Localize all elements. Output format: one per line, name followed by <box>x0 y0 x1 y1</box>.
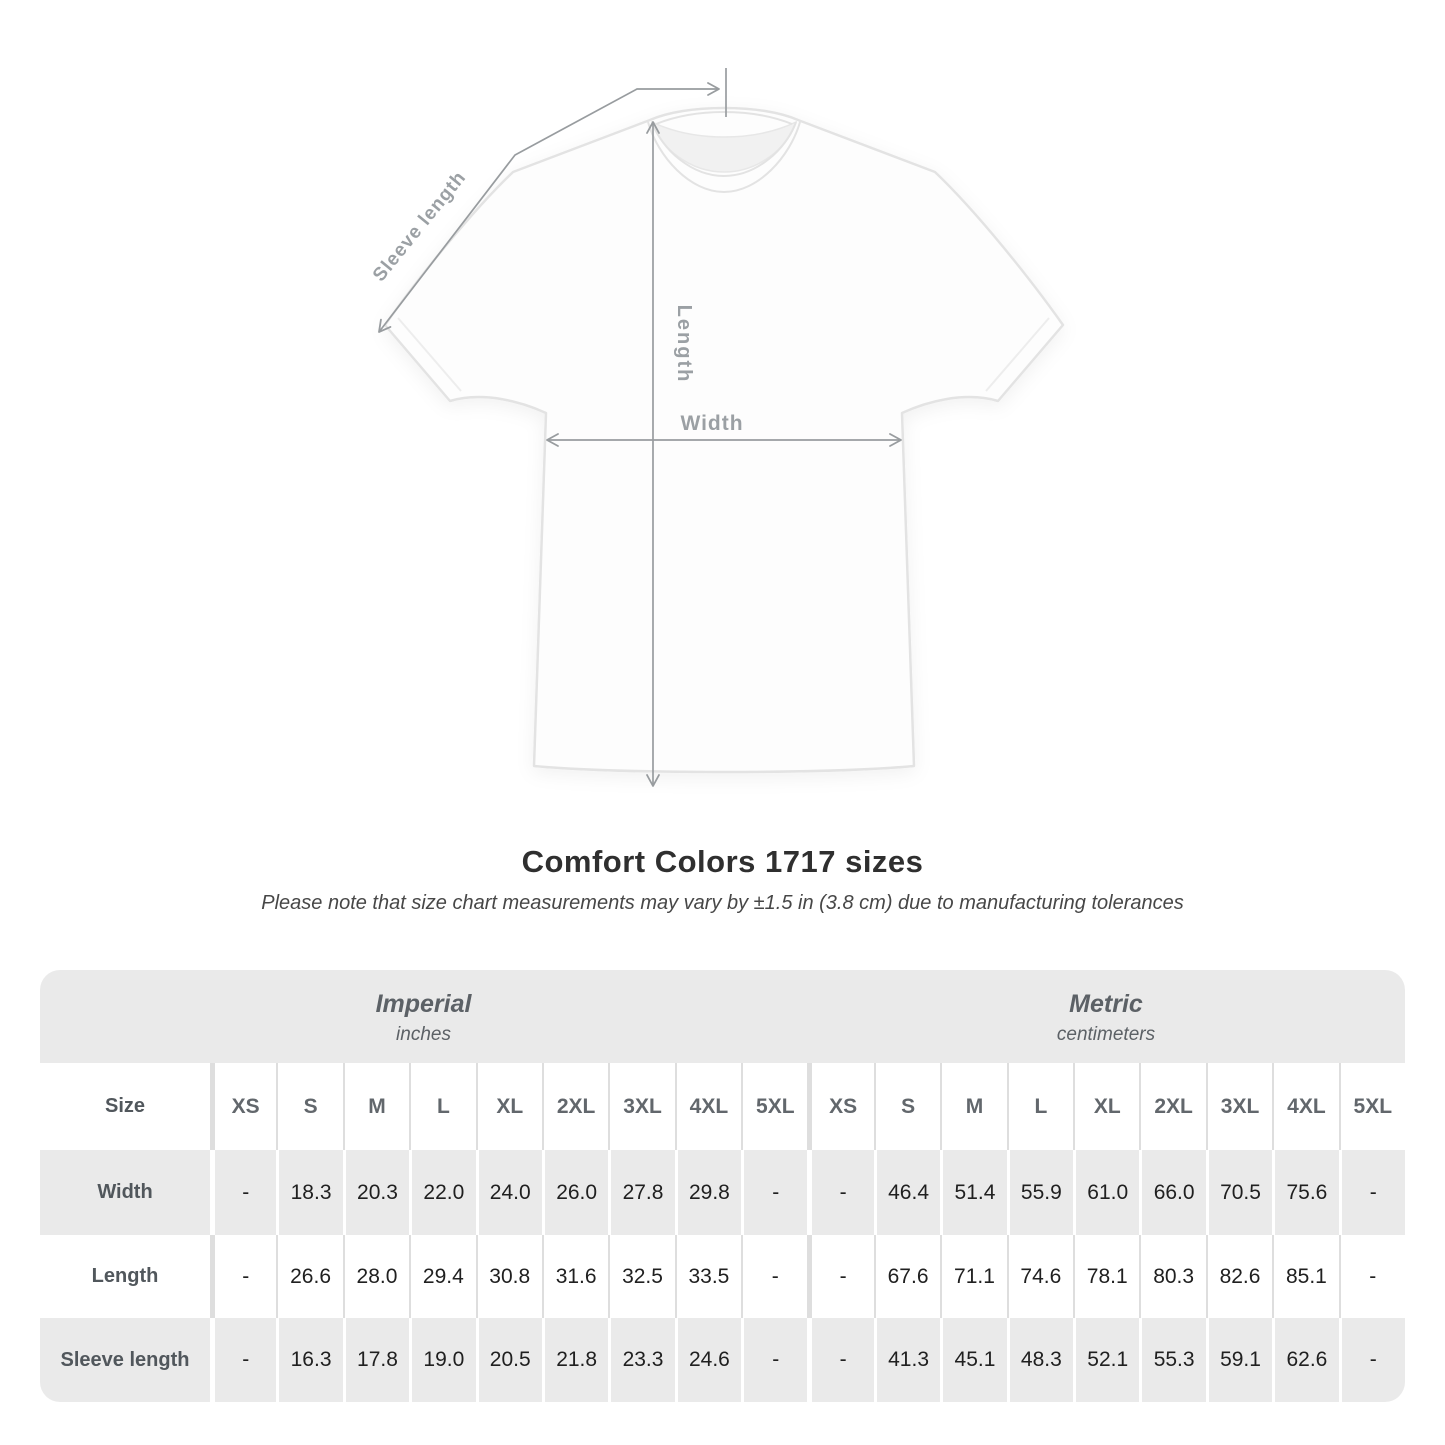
value-cell: 62.6 <box>1272 1318 1339 1402</box>
value-cell: 59.1 <box>1205 1318 1273 1402</box>
table-row-sleeve-length: Sleeve length - 16.3 17.8 19.0 20.5 21.8… <box>40 1318 1405 1402</box>
value-cell: 17.8 <box>342 1318 410 1402</box>
imperial-group-header: Imperial inches <box>40 970 807 1063</box>
size-header-cell: 3XL <box>1205 1063 1273 1150</box>
value-cell: 51.4 <box>940 1150 1007 1235</box>
tolerance-note: Please note that size chart measurements… <box>261 892 1184 914</box>
value-cell: 21.8 <box>541 1318 609 1402</box>
value-cell: 16.3 <box>276 1318 343 1402</box>
value-cell: 78.1 <box>1073 1235 1140 1318</box>
row-label-cell: Width <box>40 1150 210 1235</box>
value-cell: 19.0 <box>409 1318 476 1402</box>
imperial-label: Imperial <box>375 989 472 1018</box>
size-header-cell: L <box>1006 1063 1074 1150</box>
size-header-cell: M <box>342 1063 410 1150</box>
value-cell: 67.6 <box>873 1235 941 1318</box>
size-corner-header: Size <box>40 1063 210 1150</box>
sleeve-length-arrow <box>378 82 720 333</box>
value-cell: - <box>1338 1150 1405 1235</box>
size-header-cell: 2XL <box>1139 1063 1206 1150</box>
value-cell: 29.4 <box>409 1235 476 1318</box>
value-cell: 24.6 <box>674 1318 742 1402</box>
size-header-cell: 3XL <box>608 1063 675 1150</box>
value-cell: - <box>210 1235 277 1318</box>
length-label: Length <box>673 305 695 384</box>
value-cell: 82.6 <box>1205 1235 1273 1318</box>
value-cell: 46.4 <box>873 1150 941 1235</box>
value-cell: 30.8 <box>475 1235 542 1318</box>
value-cell: - <box>1338 1318 1405 1402</box>
size-header-cell: 5XL <box>741 1063 808 1150</box>
value-cell: - <box>807 1150 874 1235</box>
size-header-cell: XS <box>210 1063 277 1150</box>
size-header-cell: 5XL <box>1338 1063 1405 1150</box>
value-cell: 23.3 <box>608 1318 675 1402</box>
size-header-cell: 2XL <box>541 1063 609 1150</box>
metric-unit: centimeters <box>1056 1023 1156 1045</box>
table-row-width: Width - 18.3 20.3 22.0 24.0 26.0 27.8 29… <box>40 1150 1405 1235</box>
value-cell: - <box>807 1318 874 1402</box>
metric-label: Metric <box>1069 989 1143 1018</box>
value-cell: 28.0 <box>342 1235 410 1318</box>
size-header-row: Size XS S M L XL 2XL 3XL 4XL 5XL XS S M … <box>40 1063 1405 1150</box>
value-cell: - <box>807 1235 874 1318</box>
value-cell: 22.0 <box>409 1150 476 1235</box>
value-cell: 33.5 <box>674 1235 742 1318</box>
size-header-cell: 4XL <box>674 1063 742 1150</box>
size-header-cell: L <box>409 1063 476 1150</box>
value-cell: 26.6 <box>276 1235 343 1318</box>
size-header-cell: 4XL <box>1272 1063 1339 1150</box>
value-cell: 31.6 <box>541 1235 609 1318</box>
row-label-cell: Length <box>40 1235 210 1318</box>
value-cell: 29.8 <box>674 1150 742 1235</box>
value-cell: 70.5 <box>1205 1150 1273 1235</box>
value-cell: 71.1 <box>940 1235 1007 1318</box>
metric-group-header: Metric centimeters <box>807 970 1405 1063</box>
value-cell: 75.6 <box>1272 1150 1339 1235</box>
size-header-cell: S <box>276 1063 343 1150</box>
value-cell: 26.0 <box>541 1150 609 1235</box>
value-cell: 74.6 <box>1006 1235 1074 1318</box>
value-cell: 18.3 <box>276 1150 343 1235</box>
value-cell: - <box>210 1150 277 1235</box>
value-cell: 61.0 <box>1073 1150 1140 1235</box>
table-row-length: Length - 26.6 28.0 29.4 30.8 31.6 32.5 3… <box>40 1235 1405 1318</box>
width-label: Width <box>680 412 743 435</box>
size-chart-table: Imperial inches Metric centimeters Size … <box>40 970 1405 1402</box>
size-header-cell: XL <box>475 1063 542 1150</box>
imperial-unit: inches <box>396 1023 451 1045</box>
tshirt-measurement-figure: Sleeve length Length Width <box>369 68 1065 787</box>
value-cell: 55.9 <box>1006 1150 1074 1235</box>
units-header-row: Imperial inches Metric centimeters <box>40 970 1405 1063</box>
value-cell: 24.0 <box>475 1150 542 1235</box>
value-cell: 27.8 <box>608 1150 675 1235</box>
value-cell: 55.3 <box>1139 1318 1206 1402</box>
value-cell: 85.1 <box>1272 1235 1339 1318</box>
value-cell: 45.1 <box>940 1318 1007 1402</box>
value-cell: - <box>1338 1235 1405 1318</box>
tshirt-diagram: Sleeve length Length Width <box>369 68 1065 787</box>
value-cell: 32.5 <box>608 1235 675 1318</box>
value-cell: 52.1 <box>1073 1318 1140 1402</box>
value-cell: 48.3 <box>1006 1318 1074 1402</box>
value-cell: 41.3 <box>873 1318 941 1402</box>
size-header-cell: S <box>873 1063 941 1150</box>
value-cell: 66.0 <box>1139 1150 1206 1235</box>
size-header-cell: XL <box>1073 1063 1140 1150</box>
size-header-cell: M <box>940 1063 1007 1150</box>
size-header-cell: XS <box>807 1063 874 1150</box>
row-label-cell: Sleeve length <box>40 1318 210 1402</box>
value-cell: - <box>210 1318 277 1402</box>
value-cell: 80.3 <box>1139 1235 1206 1318</box>
value-cell: - <box>741 1318 808 1402</box>
page-title: Comfort Colors 1717 sizes <box>521 844 924 879</box>
value-cell: 20.3 <box>342 1150 410 1235</box>
value-cell: - <box>741 1150 808 1235</box>
value-cell: 20.5 <box>475 1318 542 1402</box>
value-cell: - <box>741 1235 808 1318</box>
